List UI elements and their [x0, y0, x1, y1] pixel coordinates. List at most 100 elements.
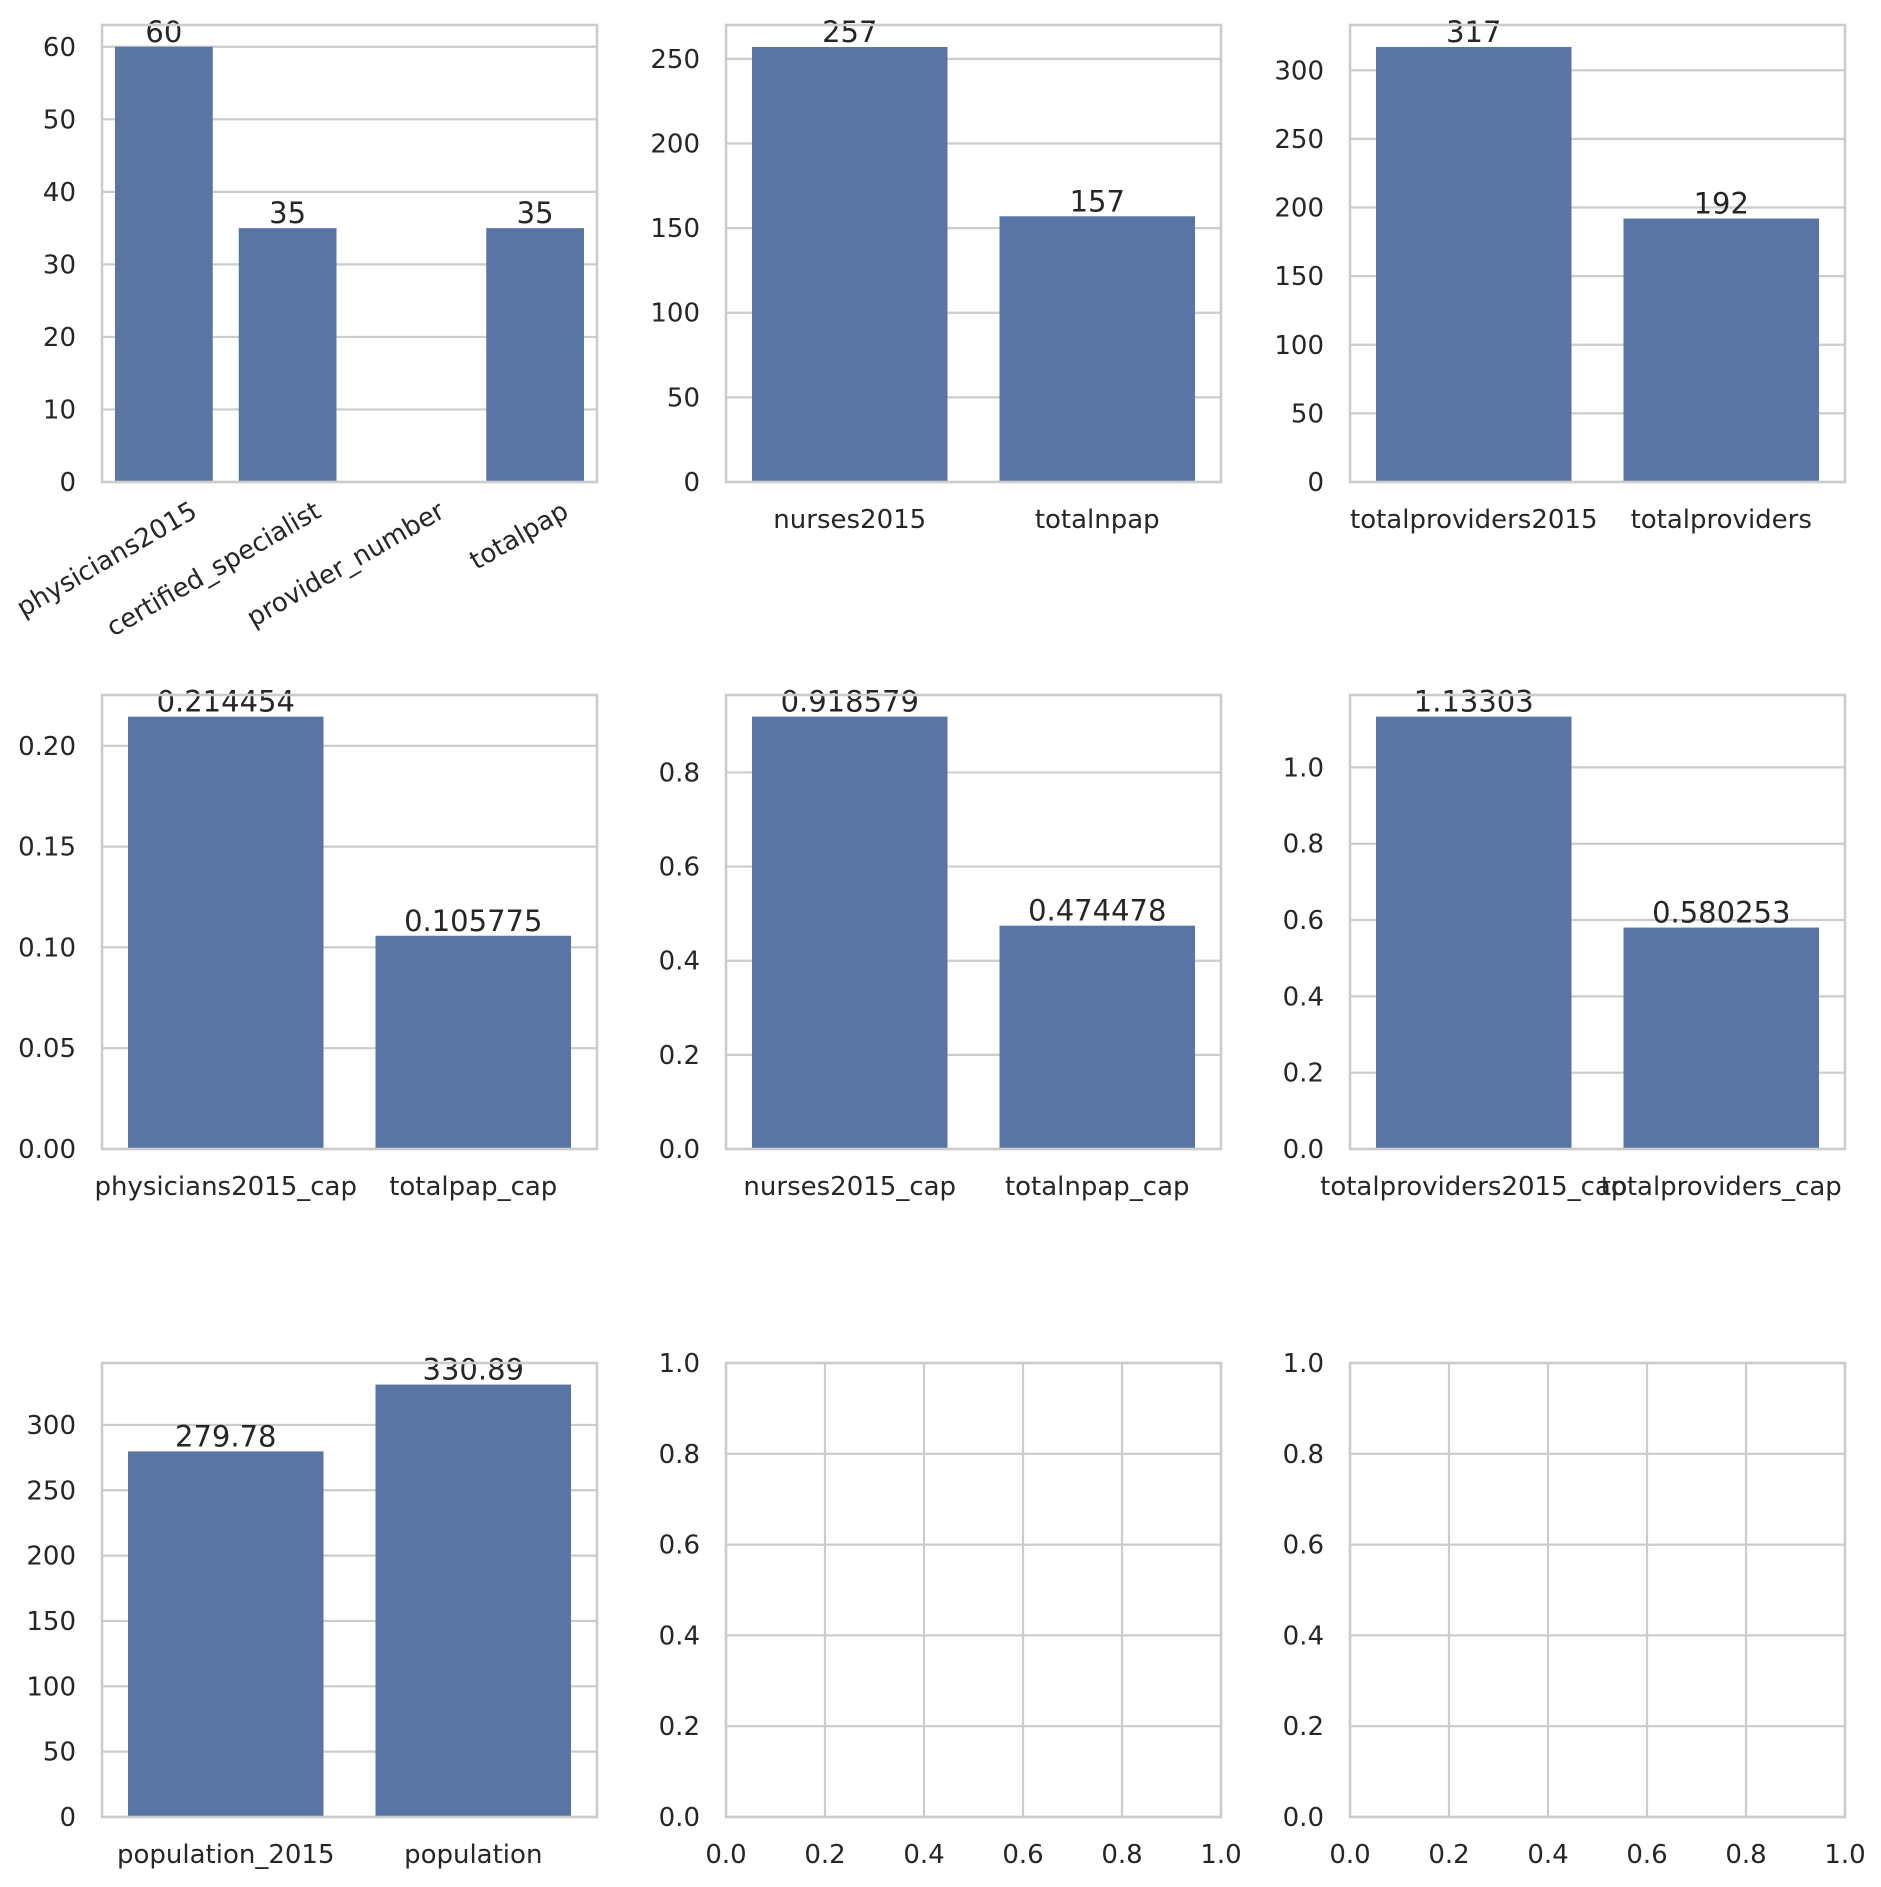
x-tick-label: 0.8 [1725, 1840, 1766, 1870]
y-tick-label: 0.8 [1283, 1440, 1324, 1470]
bar-certified_specialist [238, 228, 337, 482]
y-tick-label: 40 [43, 178, 76, 208]
x-tick-label: 0.6 [1002, 1840, 1043, 1870]
bar-physicians2015 [114, 46, 213, 483]
y-tick-label: 0.2 [1283, 1059, 1324, 1089]
y-tick-label: 1.0 [659, 1349, 700, 1379]
bar-value-label: 35 [269, 196, 306, 230]
y-tick-label: 0.0 [659, 1803, 700, 1833]
y-tick-label: 0.2 [659, 1712, 700, 1742]
bar-value-label: 60 [145, 15, 182, 49]
y-tick-label: 150 [26, 1607, 76, 1637]
y-tick-label: 0.4 [659, 1621, 700, 1651]
x-tick-label: totalpap [465, 496, 574, 576]
subplot-2: 0 50 100 150 200 250 257 nurses2015 157 totalnpap [650, 15, 1223, 535]
bar-totalproviders_cap [1623, 927, 1820, 1149]
x-tick-label: totalpap_cap [389, 1172, 557, 1202]
x-tick-label: totalproviders2015 [1350, 505, 1598, 535]
y-tick-label: 250 [26, 1476, 76, 1506]
bar-value-label: 0.474478 [1028, 894, 1166, 928]
bar-value-label: 0.580253 [1652, 896, 1790, 930]
y-tick-label: 0.8 [659, 758, 700, 788]
y-tick-label: 0.6 [1283, 906, 1324, 936]
y-tick-label: 0.0 [1283, 1135, 1324, 1165]
axes-frame [724, 1361, 1223, 1819]
y-tick-label: 10 [43, 395, 76, 425]
axes-frame [1348, 1361, 1847, 1819]
x-tick-label: totalproviders [1631, 505, 1812, 535]
bar-totalproviders2015_cap [1375, 716, 1572, 1149]
y-tick-label: 0.00 [18, 1135, 76, 1165]
y-tick-label: 0.6 [659, 1531, 700, 1561]
y-tick-label: 100 [26, 1672, 76, 1702]
y-tick-label: 100 [650, 299, 700, 329]
y-tick-label: 50 [667, 383, 700, 413]
bar-value-label: 257 [822, 15, 877, 49]
bar-nurses2015_cap [751, 716, 948, 1149]
y-tick-label: 0.6 [1283, 1531, 1324, 1561]
x-tick-label: 0.8 [1101, 1840, 1142, 1870]
bar-value-label: 317 [1446, 15, 1501, 49]
y-tick-label: 100 [1274, 331, 1324, 361]
x-tick-label: 0.6 [1626, 1840, 1667, 1870]
bar-totalnpap [999, 216, 1196, 482]
y-tick-label: 250 [1274, 125, 1324, 155]
x-tick-label: population_2015 [117, 1840, 335, 1870]
subplot-6: 0.0 0.2 0.4 0.6 0.8 1.0 1.13303 totalproviders2… [1283, 685, 1847, 1202]
y-tick-label: 1.0 [1283, 753, 1324, 783]
x-tick-label: totalnpap [1035, 505, 1160, 535]
y-tick-label: 200 [26, 1542, 76, 1572]
y-tick-label: 0.20 [18, 732, 76, 762]
y-tick-label: 200 [650, 129, 700, 159]
x-tick-label: provider_number [242, 496, 450, 634]
y-tick-label: 50 [1291, 399, 1324, 429]
subplot-8: 0.0 0.2 0.4 0.6 0.8 1.0 0.0 0.2 0.4 0.6 0.8 1.0 [659, 1349, 1242, 1870]
y-tick-label: 300 [26, 1411, 76, 1441]
y-tick-label: 0.4 [659, 947, 700, 977]
x-tick-label: 0.4 [1527, 1840, 1568, 1870]
y-tick-label: 0.2 [659, 1041, 700, 1071]
axes-frame [100, 23, 599, 484]
bar-value-label: 0.918579 [781, 685, 919, 719]
y-tick-label: 0.8 [1283, 830, 1324, 860]
y-tick-label: 150 [1274, 262, 1324, 292]
x-tick-label: 0.2 [1428, 1840, 1469, 1870]
y-tick-label: 0.05 [18, 1034, 76, 1064]
bar-physicians2015_cap [127, 716, 324, 1149]
x-tick-label: 0.0 [1329, 1840, 1370, 1870]
axes-frame [100, 1361, 599, 1819]
y-tick-label: 0.4 [1283, 982, 1324, 1012]
subplot-4: 0.00 0.05 0.10 0.15 0.20 0.214454 physicians20… [18, 685, 599, 1202]
x-tick-label: population [404, 1840, 542, 1870]
bar-totalnpap_cap [999, 925, 1196, 1149]
bar-population_2015 [127, 1451, 324, 1817]
x-tick-label: totalproviders2015_cap [1320, 1172, 1627, 1202]
subplot-7: 0 50 100 150 200 250 300 279.78 population_2015 3… [26, 1353, 599, 1870]
x-tick-label: totalproviders_cap [1601, 1172, 1842, 1202]
y-tick-label: 0 [59, 468, 76, 498]
y-tick-label: 60 [43, 33, 76, 63]
y-tick-label: 0.0 [1283, 1803, 1324, 1833]
x-tick-label: nurses2015_cap [743, 1172, 956, 1202]
subplot-5: 0.0 0.2 0.4 0.6 0.8 0.918579 nurses2015_cap 0.4… [659, 685, 1223, 1202]
x-tick-label: 0.0 [705, 1840, 746, 1870]
y-tick-label: 30 [43, 250, 76, 280]
bar-totalproviders [1623, 218, 1820, 482]
x-tick-label: nurses2015 [773, 505, 926, 535]
bar-value-label: 279.78 [175, 1419, 276, 1453]
x-tick-label: 0.4 [903, 1840, 944, 1870]
x-tick-label: 1.0 [1824, 1840, 1865, 1870]
axes-frame [724, 23, 1223, 484]
y-tick-label: 0 [1307, 468, 1324, 498]
axes-frame [1348, 23, 1847, 484]
bar-totalpap_cap [375, 935, 572, 1149]
x-tick-label: 0.2 [804, 1840, 845, 1870]
y-tick-label: 20 [43, 323, 76, 353]
axes-frame [1348, 693, 1847, 1151]
y-tick-label: 0.10 [18, 933, 76, 963]
y-tick-label: 0 [683, 468, 700, 498]
bar-population [375, 1384, 572, 1817]
bar-value-label: 330.89 [423, 1353, 524, 1387]
axes-frame [100, 693, 599, 1151]
y-tick-label: 250 [650, 45, 700, 75]
